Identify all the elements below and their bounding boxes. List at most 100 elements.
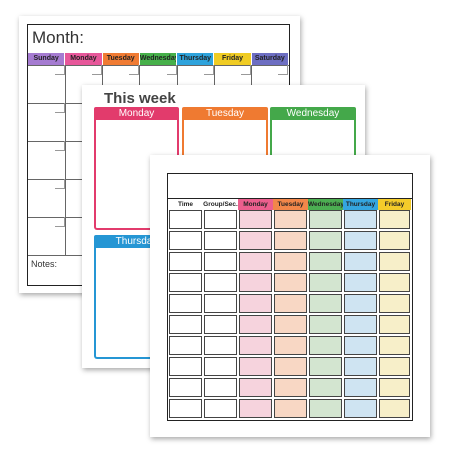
schedule-cell [379, 315, 410, 334]
month-date-box [203, 65, 214, 75]
schedule-cell [204, 315, 237, 334]
schedule-cell [274, 252, 307, 271]
schedule-cell [239, 210, 272, 229]
schedule-cell [204, 231, 237, 250]
month-day-header-saturday: Saturday [251, 53, 289, 65]
schedule-cell [239, 378, 272, 397]
schedule-cell [379, 294, 410, 313]
schedule-cell [239, 231, 272, 250]
schedule-cell [239, 357, 272, 376]
schedule-cell [239, 273, 272, 292]
schedule-header-thursday: Thursday [343, 199, 378, 210]
month-col-line [65, 65, 67, 255]
schedule-cell [344, 252, 377, 271]
schedule-cell [204, 399, 237, 418]
month-date-box [55, 217, 66, 227]
schedule-cell [204, 273, 237, 292]
schedule-cell [204, 294, 237, 313]
schedule-cell [379, 231, 410, 250]
month-day-header-monday: Monday [65, 53, 103, 65]
month-day-header-wednesday: Wednesday [139, 53, 178, 65]
schedule-cell [309, 231, 342, 250]
schedule-cell [309, 294, 342, 313]
schedule-cell [169, 336, 202, 355]
schedule-cell [204, 357, 237, 376]
month-date-box [92, 65, 103, 75]
schedule-cell [274, 378, 307, 397]
schedule-cell [274, 399, 307, 418]
schedule-cell [309, 252, 342, 271]
month-day-header-friday: Friday [214, 53, 252, 65]
schedule-cell [274, 336, 307, 355]
schedule-cell [379, 378, 410, 397]
schedule-cell [344, 294, 377, 313]
schedule-cell [169, 210, 202, 229]
schedule-cell [239, 315, 272, 334]
schedule-sheet: Time Group/Sec. Monday Tuesday Wednesday Thur… [150, 155, 430, 437]
schedule-cell [309, 378, 342, 397]
schedule-cell [344, 357, 377, 376]
schedule-cell [274, 273, 307, 292]
month-date-box [55, 65, 66, 75]
schedule-cell [309, 315, 342, 334]
schedule-cell [344, 231, 377, 250]
notes-label: Notes: [31, 259, 58, 269]
schedule-cell [169, 399, 202, 418]
schedule-cell [344, 273, 377, 292]
schedule-cell [274, 294, 307, 313]
schedule-frame: Time Group/Sec. Monday Tuesday Wednesday Thur… [167, 173, 413, 421]
schedule-cell [309, 273, 342, 292]
month-date-box [278, 65, 288, 75]
schedule-cell [344, 378, 377, 397]
schedule-header-monday: Monday [238, 199, 273, 210]
schedule-cell [379, 273, 410, 292]
schedule-cell [169, 294, 202, 313]
weekly-column-header: Wednesday [270, 107, 356, 120]
schedule-cell [309, 336, 342, 355]
month-date-box [166, 65, 177, 75]
schedule-cell [169, 252, 202, 271]
schedule-cell [309, 357, 342, 376]
month-label: Month: [32, 28, 84, 47]
schedule-cell [344, 399, 377, 418]
schedule-cell [379, 336, 410, 355]
month-date-box [129, 65, 140, 75]
schedule-cell [309, 210, 342, 229]
schedule-cell [204, 378, 237, 397]
schedule-cell [274, 357, 307, 376]
schedule-cell [379, 210, 410, 229]
schedule-cell [344, 210, 377, 229]
schedule-cell [379, 252, 410, 271]
schedule-cell [204, 210, 237, 229]
schedule-cell [239, 294, 272, 313]
monthly-day-header: Sunday Monday Tuesday Wednesday Thursday Frid… [28, 53, 289, 65]
schedule-cell [309, 399, 342, 418]
schedule-cell [169, 273, 202, 292]
schedule-cell [239, 252, 272, 271]
schedule-header-groupsec: Group/Sec. [203, 199, 238, 210]
month-day-header-sunday: Sunday [28, 53, 66, 65]
month-date-box [55, 103, 66, 113]
schedule-cell [379, 357, 410, 376]
schedule-cell [169, 357, 202, 376]
weekly-title: This week [104, 90, 176, 107]
weekly-column-header: Monday [94, 107, 179, 120]
schedule-cell [274, 231, 307, 250]
schedule-cell [344, 336, 377, 355]
schedule-grid [168, 209, 412, 419]
schedule-header-time: Time [168, 199, 203, 210]
weekly-column-header: Tuesday [182, 107, 268, 120]
month-day-header-tuesday: Tuesday [102, 53, 140, 65]
schedule-cell [274, 315, 307, 334]
schedule-header-tuesday: Tuesday [273, 199, 308, 210]
schedule-header-wednesday: Wednesday [308, 199, 343, 210]
month-row-line [28, 65, 289, 66]
schedule-cell [344, 315, 377, 334]
schedule-cell [169, 378, 202, 397]
month-date-box [240, 65, 251, 75]
schedule-cell [274, 210, 307, 229]
month-date-box [55, 179, 66, 189]
schedule-cell [169, 231, 202, 250]
month-day-header-thursday: Thursday [177, 53, 215, 65]
schedule-cell [239, 399, 272, 418]
